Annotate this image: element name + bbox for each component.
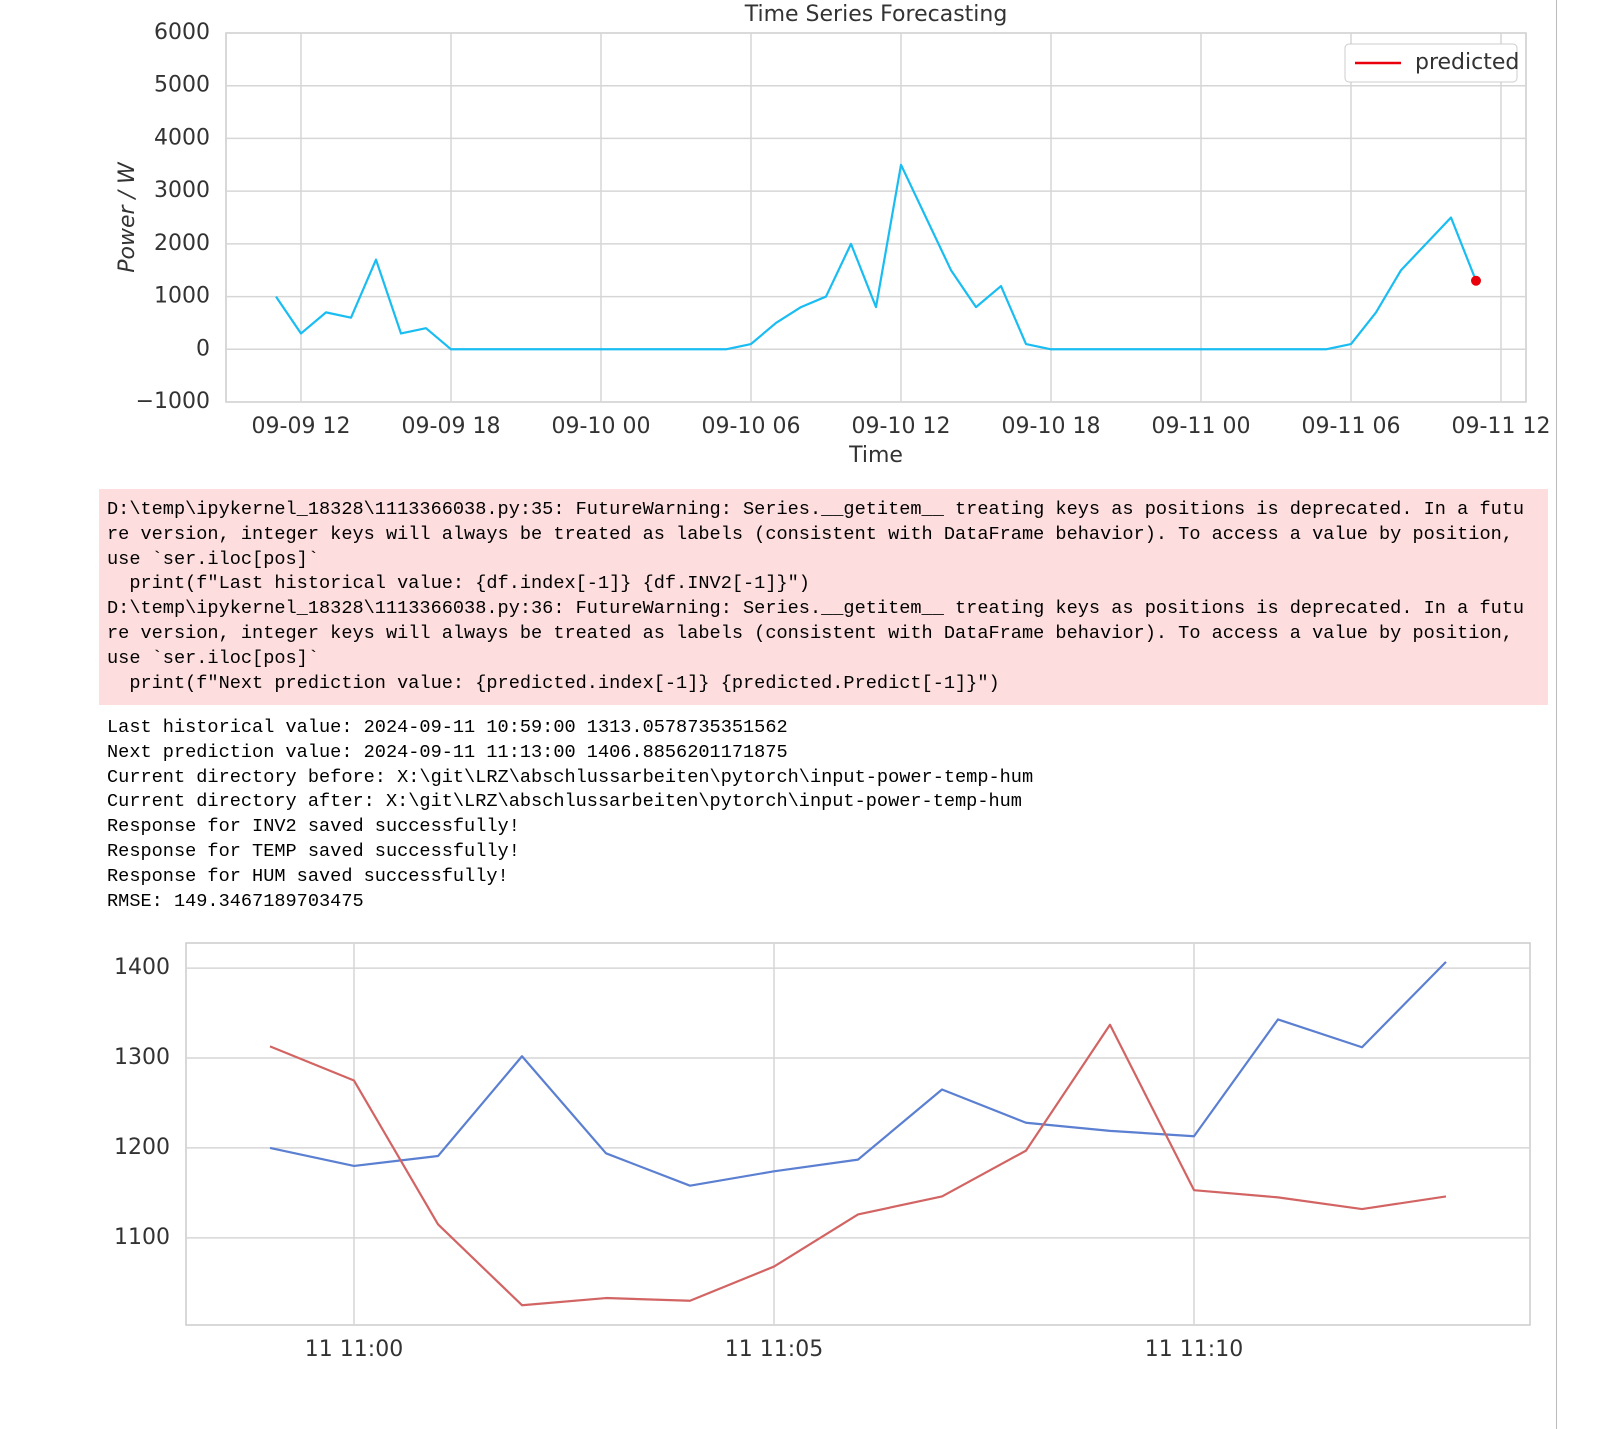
stdout-line: Current directory after: X:\git\LRZ\absc… xyxy=(107,791,1022,813)
data-point xyxy=(1471,275,1481,286)
y-tick-label: 1000 xyxy=(154,284,210,309)
x-tick-label: 09-10 06 xyxy=(702,414,801,439)
stderr-line: use `ser.iloc[pos]` xyxy=(107,548,320,570)
y-tick-label: 1300 xyxy=(114,1045,170,1070)
scrollbar-edge xyxy=(1556,0,1557,1429)
y-tick-label: 4000 xyxy=(154,125,210,150)
plot-frame xyxy=(225,32,1527,403)
stdout-line: Current directory before: X:\git\LRZ\abs… xyxy=(107,766,1034,788)
y-tick-label: 2000 xyxy=(154,231,210,256)
x-tick-label: 09-11 12 xyxy=(1452,414,1551,439)
y-tick-label: 0 xyxy=(196,336,210,361)
stderr-line: use `ser.iloc[pos]` xyxy=(107,647,320,669)
chart-title: Time Series Forecasting xyxy=(744,2,1008,27)
stdout-line: Response for TEMP saved successfully! xyxy=(107,840,520,862)
x-tick-label: 09-11 06 xyxy=(1302,414,1401,439)
x-tick-label: 09-10 18 xyxy=(1002,414,1101,439)
plot-frame xyxy=(185,942,1531,1326)
y-tick-label: 6000 xyxy=(154,20,210,45)
stdout-line: Response for HUM saved successfully! xyxy=(107,865,509,887)
stdout-line: RMSE: 149.3467189703475 xyxy=(107,890,364,912)
y-tick-label: 1100 xyxy=(114,1225,170,1250)
y-axis-label: Power / W xyxy=(115,161,140,273)
legend-box xyxy=(1344,43,1518,83)
y-tick-label: 1400 xyxy=(114,955,170,980)
stdout-line: Response for INV2 saved successfully! xyxy=(107,816,520,838)
y-tick-label: 5000 xyxy=(154,73,210,98)
y-tick-label: 1200 xyxy=(114,1135,170,1160)
x-tick-label: 11 11:05 xyxy=(725,1337,823,1362)
y-tick-label: −1000 xyxy=(136,389,210,414)
x-axis-label: Time xyxy=(848,443,903,468)
series-line xyxy=(275,163,1478,351)
x-tick-label: 09-10 12 xyxy=(852,414,951,439)
x-tick-label: 09-10 00 xyxy=(552,414,651,439)
stdout-line: Next prediction value: 2024-09-11 11:13:… xyxy=(107,741,788,763)
stderr-line: re version, integer keys will always be … xyxy=(107,622,1513,644)
legend-label: predicted xyxy=(1415,50,1519,75)
x-tick-label: 09-09 18 xyxy=(402,414,501,439)
stderr-line: print(f"Last historical value: {df.index… xyxy=(107,573,810,595)
x-tick-label: 11 11:00 xyxy=(305,1337,403,1362)
stdout-line: Last historical value: 2024-09-11 10:59:… xyxy=(107,717,788,738)
series-line xyxy=(269,1023,1447,1307)
stderr-output: D:\temp\ipykernel_18328\1113366038.py:35… xyxy=(99,489,1548,705)
y-tick-label: 3000 xyxy=(154,178,210,203)
series-line xyxy=(269,961,1447,1187)
stderr-line: D:\temp\ipykernel_18328\1113366038.py:36… xyxy=(107,598,1525,620)
x-tick-label: 09-09 12 xyxy=(252,414,351,439)
stderr-line: print(f"Next prediction value: {predicte… xyxy=(107,672,1000,694)
stderr-line: re version, integer keys will always be … xyxy=(107,523,1513,545)
stdout-output: Last historical value: 2024-09-11 10:59:… xyxy=(99,716,1548,914)
x-tick-label: 09-11 00 xyxy=(1152,414,1251,439)
stderr-line: D:\temp\ipykernel_18328\1113366038.py:35… xyxy=(107,499,1525,520)
x-tick-label: 11 11:10 xyxy=(1145,1337,1243,1362)
